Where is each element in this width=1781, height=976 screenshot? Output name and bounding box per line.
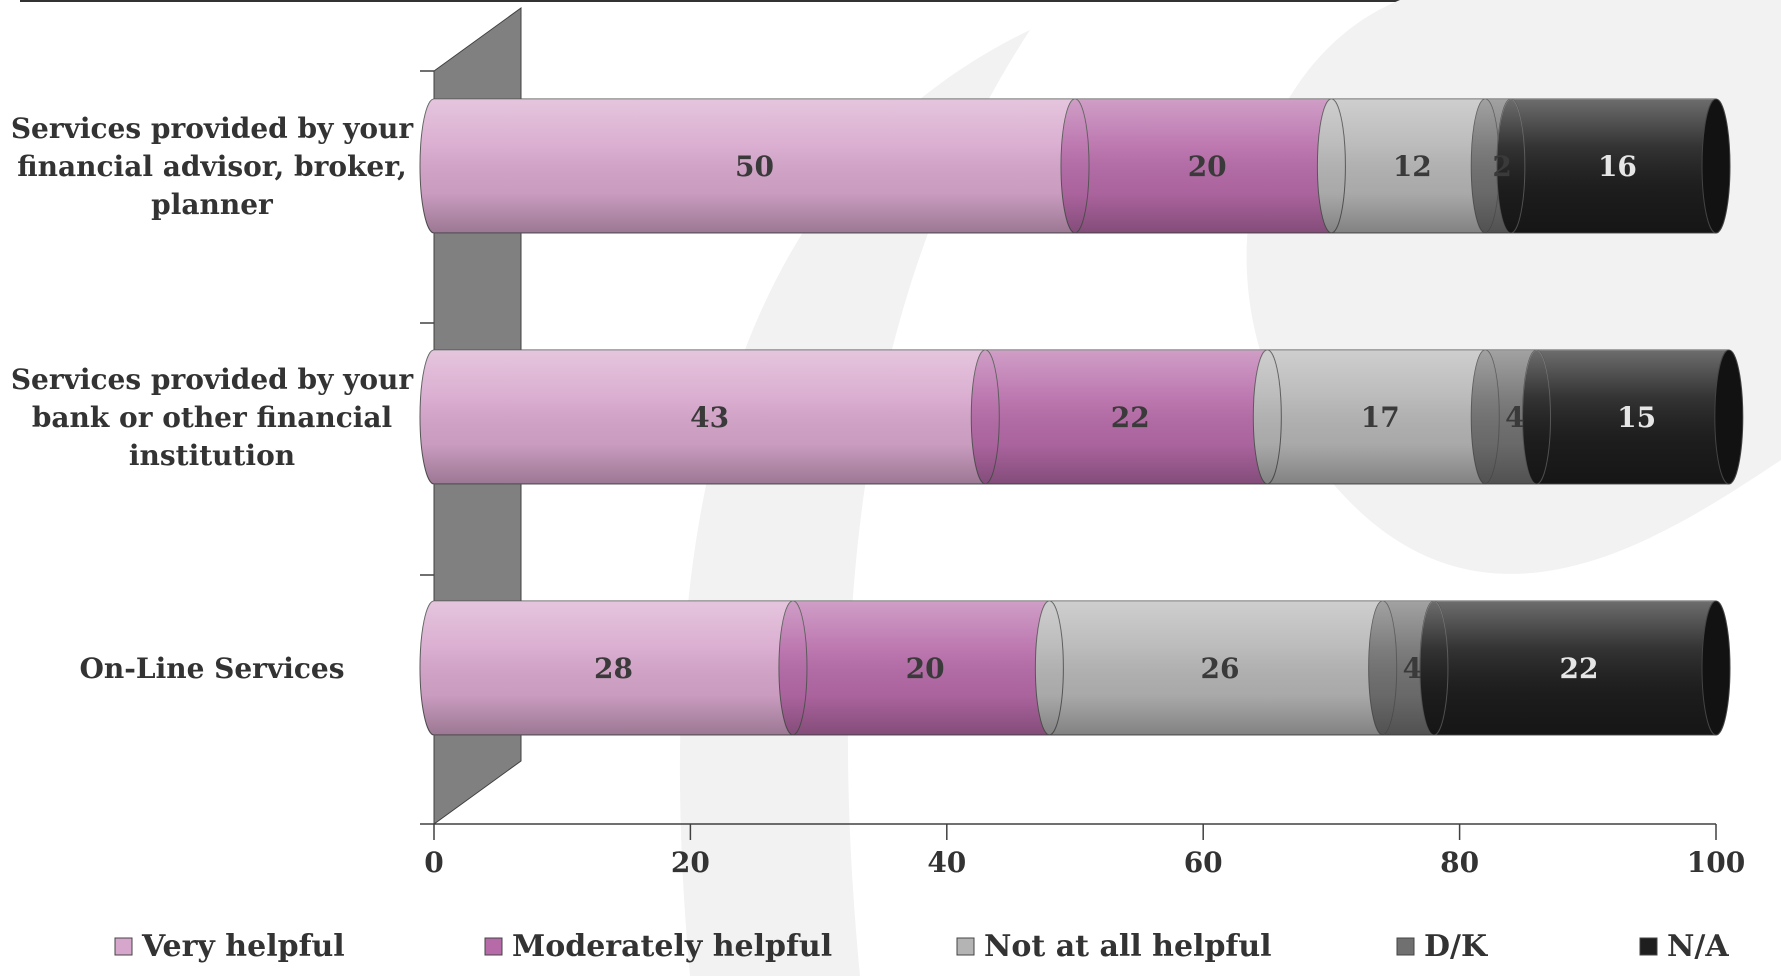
- bar-segment-edge-shade: [1035, 601, 1064, 735]
- category-label: Services provided by your financial advis…: [11, 112, 415, 221]
- data-label: 50: [735, 150, 774, 183]
- bar-shading: [1510, 99, 1716, 233]
- data-label: 22: [1559, 652, 1598, 685]
- bar-end-cap: [1701, 98, 1731, 234]
- legend-swatch: [1396, 937, 1415, 956]
- legend-label: Moderately helpful: [512, 929, 832, 964]
- bar-segment-edge-shade: [778, 601, 807, 735]
- legend-swatch: [956, 937, 975, 956]
- watermark-shape: [679, 30, 1030, 976]
- bar-segment-edge-shade: [1471, 99, 1500, 233]
- bar-segment-edge-shade: [1317, 99, 1346, 233]
- bar-segment-edge-shade: [1061, 99, 1089, 233]
- data-label: 15: [1617, 401, 1656, 434]
- bar-shading: [792, 601, 1050, 735]
- data-label: 4: [1403, 652, 1422, 685]
- bar-shading: [1536, 350, 1729, 484]
- category-label-line: bank or other financial: [32, 401, 392, 434]
- legend: Very helpful Moderately helpful Not at all…: [114, 929, 1729, 964]
- bar-shading: [1382, 601, 1434, 735]
- data-label: 16: [1598, 150, 1637, 183]
- category-label-line: Services provided by your: [11, 112, 415, 145]
- bar-segment-edge-shade: [1368, 601, 1397, 735]
- x-tick-label: 20: [671, 846, 710, 879]
- bar-shading: [1049, 601, 1383, 735]
- bar-segment-edge-shade: [1253, 350, 1282, 484]
- x-tick-label: 60: [1184, 846, 1223, 879]
- bar-shading: [1485, 350, 1537, 484]
- bar-shading: [1331, 99, 1486, 233]
- bar-segment-edge-shade: [1471, 350, 1500, 484]
- data-label: 20: [906, 652, 945, 685]
- bar-segment-edge-shade: [1419, 601, 1448, 735]
- category-label: Services provided by your bank or other f…: [11, 363, 415, 472]
- bar-segment-edge-shade: [1522, 350, 1551, 484]
- bar-end-cap: [1701, 600, 1731, 736]
- category-label: On-Line Services: [80, 652, 345, 685]
- bar-shading: [1267, 350, 1486, 484]
- data-label: 20: [1188, 150, 1227, 183]
- legend-label: N/A: [1667, 929, 1729, 964]
- data-label: 26: [1201, 652, 1240, 685]
- bar-segment-edge-shade: [1496, 99, 1525, 233]
- data-label: 17: [1361, 401, 1400, 434]
- legend-label: D/K: [1424, 929, 1488, 964]
- category-label-line: planner: [151, 188, 274, 221]
- category-label-line: financial advisor, broker,: [17, 150, 406, 183]
- x-tick-label: 40: [927, 846, 966, 879]
- watermark-shape: [1246, 0, 1781, 574]
- bar-shading: [420, 99, 1075, 233]
- bar-shading: [1433, 601, 1716, 735]
- data-label: 2: [1492, 150, 1511, 183]
- data-label: 4: [1505, 401, 1524, 434]
- legend-swatch: [484, 937, 503, 956]
- x-tick-label: 100: [1687, 846, 1745, 879]
- labels: 50 20 12 2 16 Services provided by your financ…: [11, 112, 1656, 685]
- category-label-line: On-Line Services: [80, 652, 345, 685]
- legend-swatch: [1639, 937, 1658, 956]
- bar-end-cap: [1714, 349, 1744, 485]
- x-tick-label: 80: [1440, 846, 1479, 879]
- bar-shading: [420, 601, 793, 735]
- category-label-line: Services provided by your: [11, 363, 415, 396]
- data-label: 28: [594, 652, 633, 685]
- bar-shading: [1075, 99, 1332, 233]
- bar-shading: [420, 350, 986, 484]
- bar-shading: [985, 350, 1268, 484]
- legend-swatch: [114, 937, 133, 956]
- bars: [419, 98, 1744, 736]
- bar-segment-edge-shade: [971, 350, 1000, 484]
- data-label: 43: [690, 401, 729, 434]
- category-label-line: institution: [129, 439, 295, 472]
- legend-label: Not at all helpful: [984, 929, 1272, 964]
- legend-label: Very helpful: [141, 929, 345, 964]
- x-tick-label: 0: [424, 846, 443, 879]
- data-label: 12: [1393, 150, 1432, 183]
- data-label: 22: [1111, 401, 1150, 434]
